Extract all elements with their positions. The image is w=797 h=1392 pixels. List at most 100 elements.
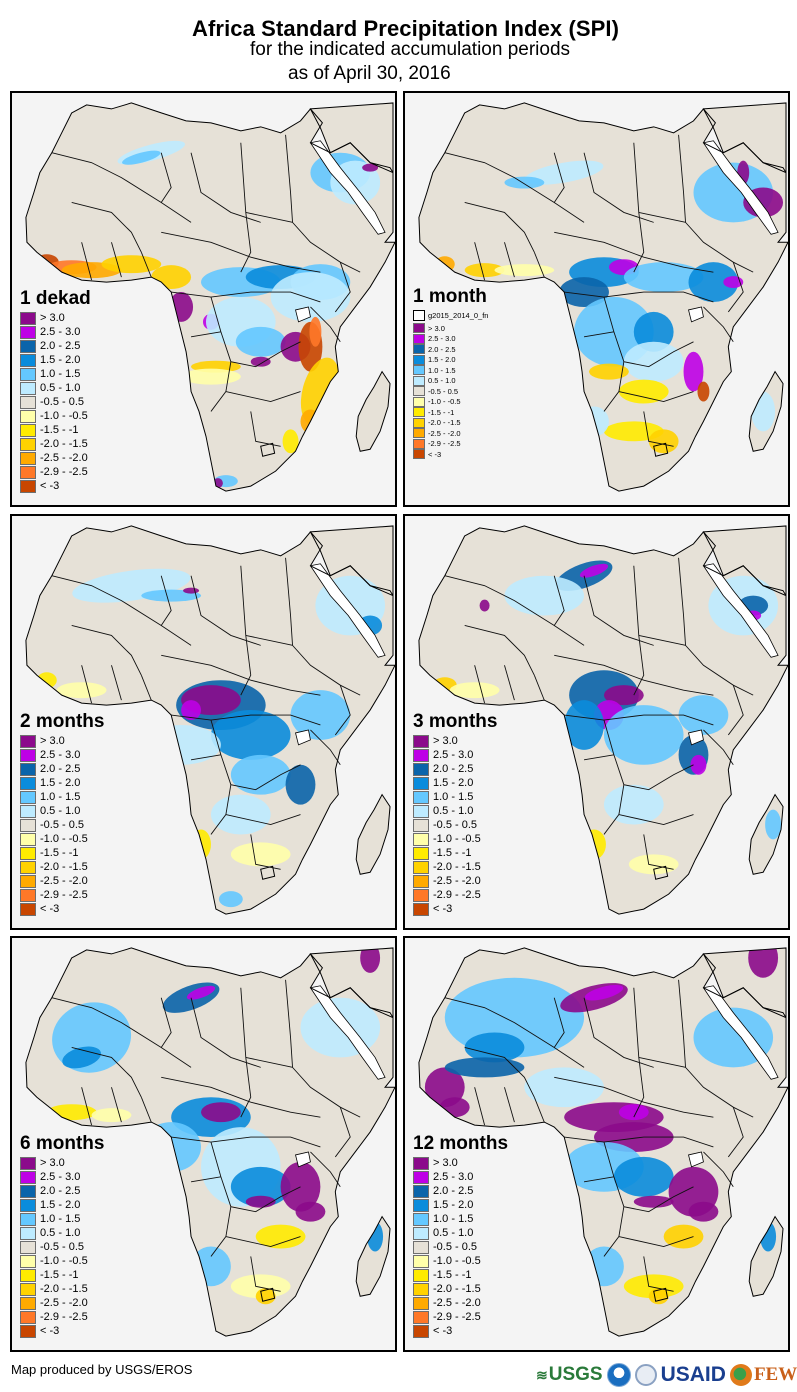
lake-victoria <box>688 1151 704 1168</box>
spi-region-1_5_2_0 <box>633 311 674 352</box>
spi-region-_1_5_1 <box>582 829 606 860</box>
legend-label: -2.5 - -2.0 <box>40 1297 88 1309</box>
legend-swatch <box>20 902 36 916</box>
country-border <box>727 262 744 313</box>
madagascar-land <box>356 1216 391 1297</box>
country-border <box>51 575 192 646</box>
legend: 2 months > 3.0 2.5 - 3.0 2.0 - 2.5 1.5 - 2.0… <box>20 712 104 916</box>
legend-swatch <box>413 386 425 397</box>
country-border <box>334 262 351 313</box>
spi-region-_2_0_1_5 <box>31 957 52 978</box>
legend-row: 1.0 - 1.5 <box>20 1212 104 1226</box>
spi-region-_2_0_1_5 <box>589 363 629 380</box>
country-border <box>638 211 686 223</box>
spi-region-_2_0_1_5 <box>648 429 679 454</box>
country-border <box>111 1087 122 1123</box>
legend-label: 1.0 - 1.5 <box>40 1213 81 1225</box>
legend-label: 2.0 - 2.5 <box>40 340 81 352</box>
legend-row: 1.0 - 1.5 <box>413 1212 508 1226</box>
spi-region-_1_0_0_5 <box>56 682 107 699</box>
legend-label: -0.5 - 0.5 <box>433 1241 478 1253</box>
map-panel-3-months: 3 months > 3.0 2.5 - 3.0 2.0 - 2.5 1.5 - 2.0… <box>403 514 790 930</box>
country-border <box>250 411 281 447</box>
legend-label: 2.5 - 3.0 <box>40 1171 81 1183</box>
legend-row: -2.9 - -2.5 <box>413 888 497 902</box>
legend-swatch <box>20 325 36 339</box>
madagascar-coastline <box>748 1215 784 1297</box>
spi-region-_3_0 <box>183 587 200 594</box>
legend-label: -1.0 - -0.5 <box>40 833 88 845</box>
spi-region-2_5_3_0 <box>186 985 216 1000</box>
legend-label: -0.5 - 0.5 <box>428 386 459 396</box>
spi-region-2_0_2_5 <box>285 764 316 805</box>
legend-swatch <box>20 1156 36 1170</box>
spi-region-0_5_1_0 <box>504 575 585 616</box>
country-border <box>583 997 654 1068</box>
legend-label: -2.0 - -1.5 <box>428 418 461 428</box>
country-border <box>464 625 535 676</box>
spi-region-_2_0_1_5 <box>101 255 162 274</box>
country-border <box>190 331 221 338</box>
legend-label: 0.5 - 1.0 <box>433 1227 474 1239</box>
legend-label: 2.0 - 2.5 <box>40 1185 81 1197</box>
legend-label: -0.5 - 0.5 <box>40 819 85 831</box>
spi-region-_3_0 <box>360 947 381 973</box>
spi-region-0_5_1_0 <box>623 341 684 382</box>
partner-logos: ≋USGS USAID FEWS NET <box>536 1360 797 1390</box>
country-border <box>553 575 565 626</box>
legend-swatch <box>20 1212 36 1226</box>
country-border <box>564 714 714 726</box>
lesotho-border <box>260 865 276 880</box>
legend-row: -2.0 - -1.5 <box>20 437 91 451</box>
legend-label: > 3.0 <box>40 735 65 747</box>
spi-region-1_0_1_5 <box>623 262 704 293</box>
map-panel-2-months: 2 months > 3.0 2.5 - 3.0 2.0 - 2.5 1.5 - 2.0… <box>10 514 397 930</box>
legend-swatch <box>413 333 425 344</box>
legend-swatch <box>20 776 36 790</box>
country-border <box>703 729 734 766</box>
legend-row: -2.9 - -2.5 <box>413 438 488 450</box>
legend-row: -1.5 - -1 <box>20 1268 104 1282</box>
spi-region-1_0_1_5 <box>603 705 684 765</box>
legend-swatch <box>20 734 36 748</box>
spi-region-0_5_1_0 <box>141 724 221 765</box>
legend-label: 0.5 - 1.0 <box>40 382 81 394</box>
legend-swatch <box>413 428 425 439</box>
page-subtitle: for the indicated accumulation periods <box>250 39 571 60</box>
legend-swatch <box>413 1184 429 1198</box>
legend-row: -0.5 - 0.5 <box>413 1240 508 1254</box>
lesotho-border <box>653 1287 669 1302</box>
country-border <box>444 997 585 1068</box>
madagascar-land <box>749 1216 784 1297</box>
legend-swatch <box>413 417 425 428</box>
country-border <box>160 997 172 1048</box>
arabia-coastline <box>309 102 394 174</box>
legend-swatch <box>413 832 429 846</box>
legend-row: 1.5 - 2.0 <box>413 1198 508 1212</box>
map-panel-6-months: 6 months > 3.0 2.5 - 3.0 2.0 - 2.5 1.5 - 2.0… <box>10 936 397 1352</box>
spi-region-1_0_1_5 <box>141 1122 202 1172</box>
arabia-coastline <box>309 525 394 597</box>
country-border <box>643 411 674 447</box>
legend-row: -1.5 - -1 <box>20 423 91 437</box>
legend: 3 months > 3.0 2.5 - 3.0 2.0 - 2.5 1.5 - 2.0… <box>413 712 497 916</box>
country-border <box>292 222 361 273</box>
legend-swatch <box>20 790 36 804</box>
africa-coastline <box>25 102 395 492</box>
africa-coastline <box>25 525 395 915</box>
legend-swatch <box>413 1170 429 1184</box>
country-border <box>633 565 645 696</box>
legend-row: < -3 <box>20 1324 104 1338</box>
legend-row: < -3 <box>20 479 91 493</box>
legend-label: -2.0 - -1.5 <box>433 1283 481 1295</box>
usgs-logo: ≋ USGS <box>536 1364 603 1386</box>
country-border <box>727 1107 744 1158</box>
country-border <box>554 1076 714 1118</box>
legend-row: 0.5 - 1.0 <box>413 804 497 818</box>
country-borders <box>51 557 361 870</box>
legend-row: -2.0 - -1.5 <box>20 860 104 874</box>
country-border <box>444 152 585 223</box>
spi-region-2_5_3_0 <box>683 351 704 392</box>
legend-row: 0.5 - 1.0 <box>413 1226 508 1240</box>
spi-region-1_5_2_0 <box>210 710 291 760</box>
